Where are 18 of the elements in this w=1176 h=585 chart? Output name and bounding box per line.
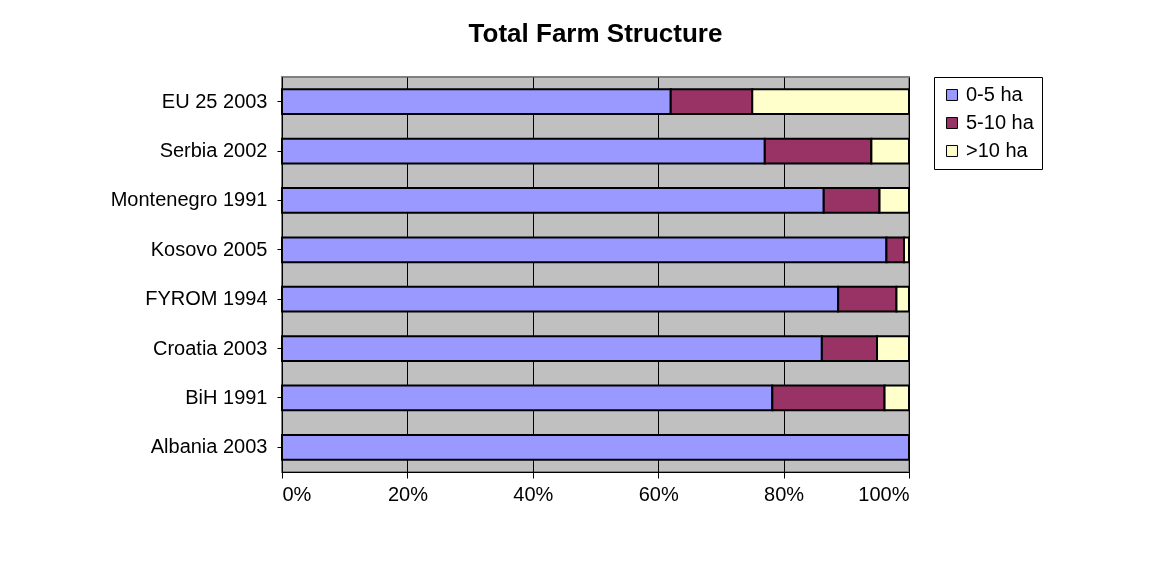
y-tick-label: Serbia 2002 bbox=[159, 139, 268, 162]
x-tick-label: 100% bbox=[858, 482, 910, 505]
x-tick-label: 0% bbox=[282, 482, 312, 505]
x-tick-label: 40% bbox=[513, 482, 554, 505]
chart-title: Total Farm Structure bbox=[468, 17, 723, 48]
legend-label: 0-5 ha bbox=[966, 83, 1024, 105]
legend-label: 5-10 ha bbox=[966, 111, 1035, 133]
y-tick-label: EU 25 2003 bbox=[161, 89, 268, 112]
x-tick-label: 60% bbox=[638, 482, 679, 505]
legend-label: >10 ha bbox=[966, 139, 1029, 161]
y-tick-label: BiH 1991 bbox=[185, 385, 268, 408]
y-tick-label: Croatia 2003 bbox=[152, 336, 268, 359]
y-tick-label: Montenegro 1991 bbox=[110, 188, 268, 211]
y-tick-label: FYROM 1994 bbox=[145, 287, 268, 310]
x-tick-label: 20% bbox=[387, 482, 429, 505]
y-tick-label: Kosovo 2005 bbox=[150, 237, 268, 260]
y-tick-label: Albania 2003 bbox=[150, 435, 268, 458]
x-tick-label: 80% bbox=[764, 482, 805, 505]
